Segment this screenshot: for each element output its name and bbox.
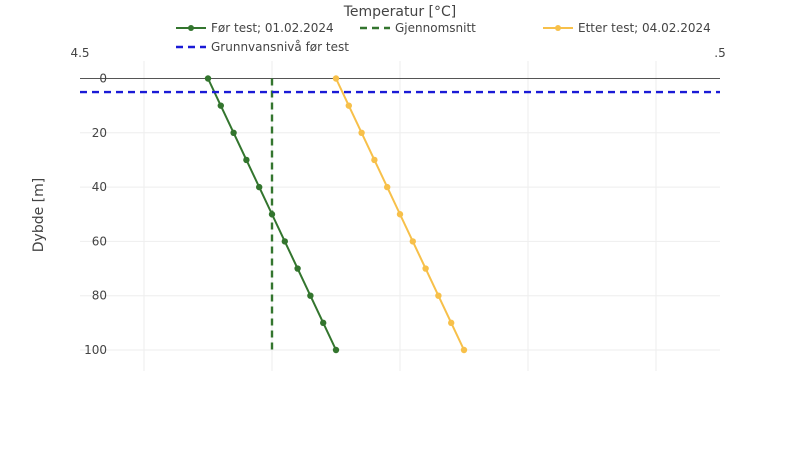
data-point — [371, 156, 378, 164]
legend-item-gjennomsnitt[interactable]: Gjennomsnitt — [360, 21, 476, 35]
y-tick-label: 0 — [99, 72, 107, 86]
legend-item-grunnvannsniva[interactable]: Grunnvansnivå før test — [176, 40, 349, 54]
y-tick-label: 20 — [92, 126, 107, 140]
x-axis-title: Temperatur [°C] — [343, 4, 457, 20]
data-point — [332, 75, 340, 82]
legend-label-for-test: Før test; 01.02.2024 — [211, 21, 334, 35]
data-point — [358, 129, 365, 136]
tick-labels: 0 20 40 60 80 100 4.5 .5 — [70, 46, 725, 357]
legend-item-etter-test[interactable]: Etter test; 04.02.2024 — [543, 21, 711, 35]
series-layer — [80, 75, 720, 354]
data-point — [230, 129, 237, 136]
y-tick-label: 40 — [92, 180, 107, 194]
data-point — [256, 183, 263, 191]
legend-marker-etter-test — [555, 25, 561, 31]
legend-label-gjennomsnitt: Gjennomsnitt — [395, 21, 476, 35]
data-point — [435, 292, 442, 299]
data-point — [204, 75, 212, 82]
legend-item-for-test[interactable]: Før test; 01.02.2024 — [176, 21, 334, 35]
data-point — [384, 183, 391, 191]
data-point — [243, 156, 250, 164]
data-point — [332, 346, 340, 354]
data-point — [294, 265, 301, 272]
legend-marker-for-test — [188, 25, 194, 31]
legend-label-grunnvannsniva: Grunnvansnivå før test — [211, 40, 349, 54]
data-point — [396, 211, 404, 218]
data-point — [422, 265, 429, 272]
legend-label-etter-test: Etter test; 04.02.2024 — [578, 21, 711, 35]
data-point — [320, 319, 327, 327]
x-tick-label: .5 — [714, 46, 725, 60]
grid-lines — [80, 61, 720, 371]
legend: Før test; 01.02.2024 Gjennomsnitt Etter … — [176, 21, 711, 54]
data-point — [281, 238, 288, 245]
data-point — [345, 102, 352, 109]
x-tick-label: 4.5 — [70, 46, 89, 60]
data-point — [409, 238, 416, 245]
data-point — [460, 346, 468, 354]
y-tick-label: 100 — [84, 343, 107, 357]
data-point — [217, 102, 224, 109]
data-point — [307, 292, 314, 299]
y-tick-label: 80 — [92, 289, 107, 303]
y-axis-title: Dybde [m] — [31, 178, 47, 252]
y-tick-label: 60 — [92, 234, 107, 248]
data-point — [448, 319, 455, 327]
